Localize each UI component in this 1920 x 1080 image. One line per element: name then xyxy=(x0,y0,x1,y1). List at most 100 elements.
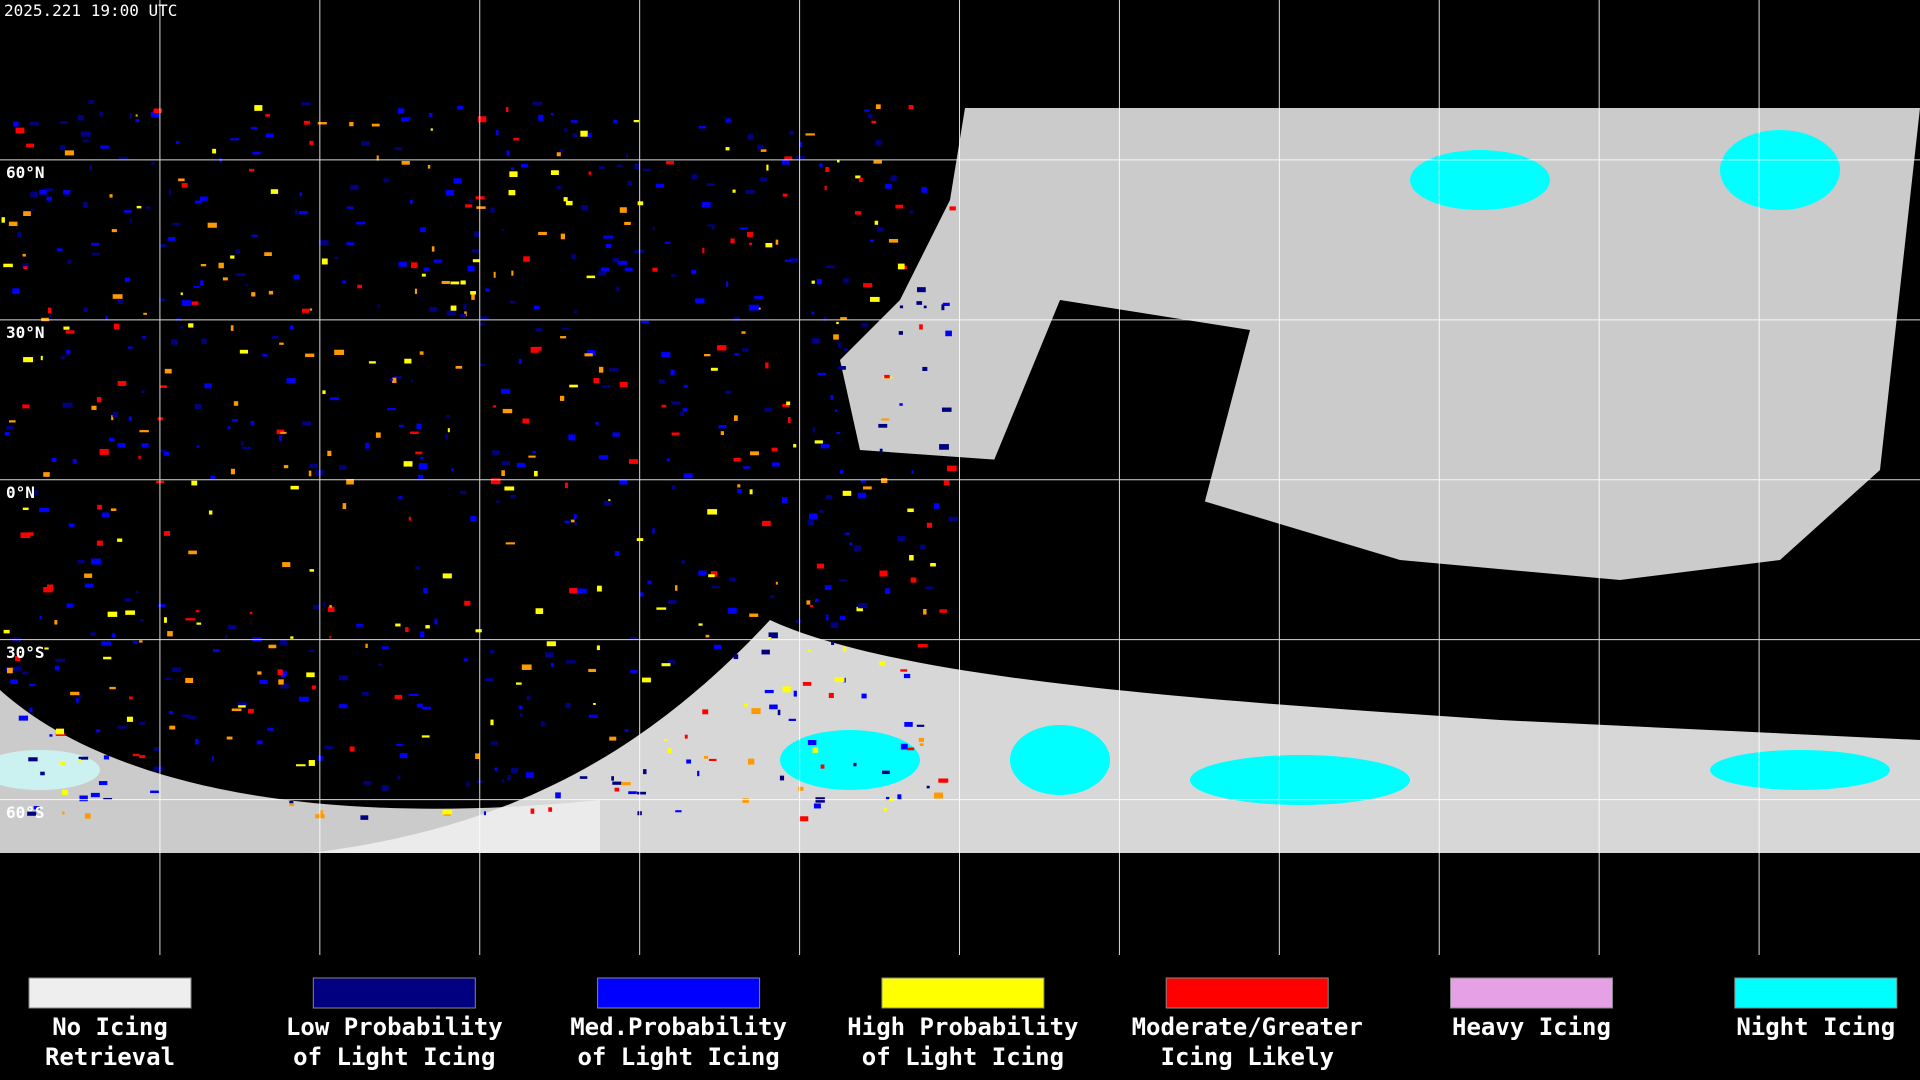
speckle xyxy=(573,514,577,520)
speckle xyxy=(812,747,819,753)
speckle xyxy=(922,366,928,371)
speckle xyxy=(70,691,80,696)
speckle xyxy=(945,330,952,337)
speckle xyxy=(820,444,830,449)
speckle xyxy=(857,602,868,609)
speckle xyxy=(521,164,529,168)
speckle xyxy=(139,721,146,725)
speckle xyxy=(909,555,914,561)
speckle xyxy=(22,253,26,257)
speckle xyxy=(111,229,117,233)
speckle xyxy=(470,516,477,522)
speckle xyxy=(873,160,882,164)
speckle xyxy=(819,510,824,513)
speckle xyxy=(484,677,494,682)
speckle xyxy=(365,643,368,648)
speckle xyxy=(840,317,847,320)
speckle xyxy=(867,113,873,119)
speckle xyxy=(587,132,592,138)
speckle xyxy=(532,450,536,454)
speckle xyxy=(433,259,443,263)
speckle xyxy=(876,226,884,232)
speckle xyxy=(103,656,112,660)
speckle xyxy=(43,472,50,477)
speckle xyxy=(3,263,13,268)
speckle xyxy=(15,655,21,662)
speckle xyxy=(571,254,577,259)
speckle xyxy=(725,118,731,123)
speckle xyxy=(711,585,720,589)
speckle xyxy=(233,401,239,406)
speckle xyxy=(13,121,19,127)
speckle xyxy=(313,604,320,610)
speckle xyxy=(510,167,515,171)
speckle xyxy=(289,803,295,807)
speckle xyxy=(91,242,100,246)
speckle xyxy=(420,631,425,638)
speckle xyxy=(619,207,627,213)
speckle xyxy=(300,102,311,106)
speckle xyxy=(334,256,338,259)
speckle xyxy=(770,595,775,598)
speckle xyxy=(535,328,543,332)
speckle xyxy=(843,348,848,352)
speckle xyxy=(90,792,100,798)
speckle xyxy=(383,178,390,183)
speckle xyxy=(843,646,847,652)
speckle xyxy=(521,664,532,670)
speckle xyxy=(29,707,33,713)
speckle xyxy=(22,404,30,409)
speckle xyxy=(23,266,28,269)
speckle xyxy=(624,729,629,732)
speckle xyxy=(747,134,754,140)
speckle xyxy=(404,358,412,364)
speckle xyxy=(708,758,717,761)
speckle xyxy=(188,550,197,555)
speckle xyxy=(766,164,769,171)
speckle xyxy=(672,662,676,665)
speckle xyxy=(15,666,22,671)
speckle xyxy=(789,130,794,135)
speckle xyxy=(839,469,844,474)
speckle xyxy=(588,714,598,718)
speckle xyxy=(489,649,495,653)
speckle xyxy=(460,280,466,285)
speckle xyxy=(248,708,254,714)
speckle xyxy=(814,440,823,444)
speckle xyxy=(78,759,81,763)
speckle xyxy=(510,767,519,773)
speckle xyxy=(10,679,18,685)
speckle xyxy=(182,714,191,717)
speckle xyxy=(83,307,88,313)
speckle xyxy=(55,733,66,736)
speckle xyxy=(490,741,499,745)
speckle xyxy=(387,408,397,411)
speckle xyxy=(702,709,709,715)
speckle xyxy=(6,425,14,430)
speckle xyxy=(349,746,355,752)
speckle xyxy=(474,231,480,237)
speckle xyxy=(91,252,101,256)
speckle xyxy=(807,740,817,746)
speckle xyxy=(153,747,160,751)
speckle xyxy=(652,227,656,230)
speckle xyxy=(218,262,224,269)
speckle xyxy=(445,415,451,418)
speckle xyxy=(456,105,464,110)
speckle xyxy=(559,395,565,401)
speckle xyxy=(378,663,383,667)
speckle xyxy=(164,368,172,374)
speckle xyxy=(62,811,65,815)
speckle xyxy=(698,570,707,576)
speckle xyxy=(204,383,212,389)
speckle xyxy=(28,532,34,536)
speckle xyxy=(356,221,366,225)
speckle xyxy=(749,242,752,246)
speckle xyxy=(621,782,631,786)
speckle xyxy=(786,401,791,406)
speckle xyxy=(40,771,45,776)
speckle xyxy=(397,108,405,114)
speckle xyxy=(150,111,160,118)
speckle xyxy=(227,426,231,429)
speckle xyxy=(124,598,132,602)
